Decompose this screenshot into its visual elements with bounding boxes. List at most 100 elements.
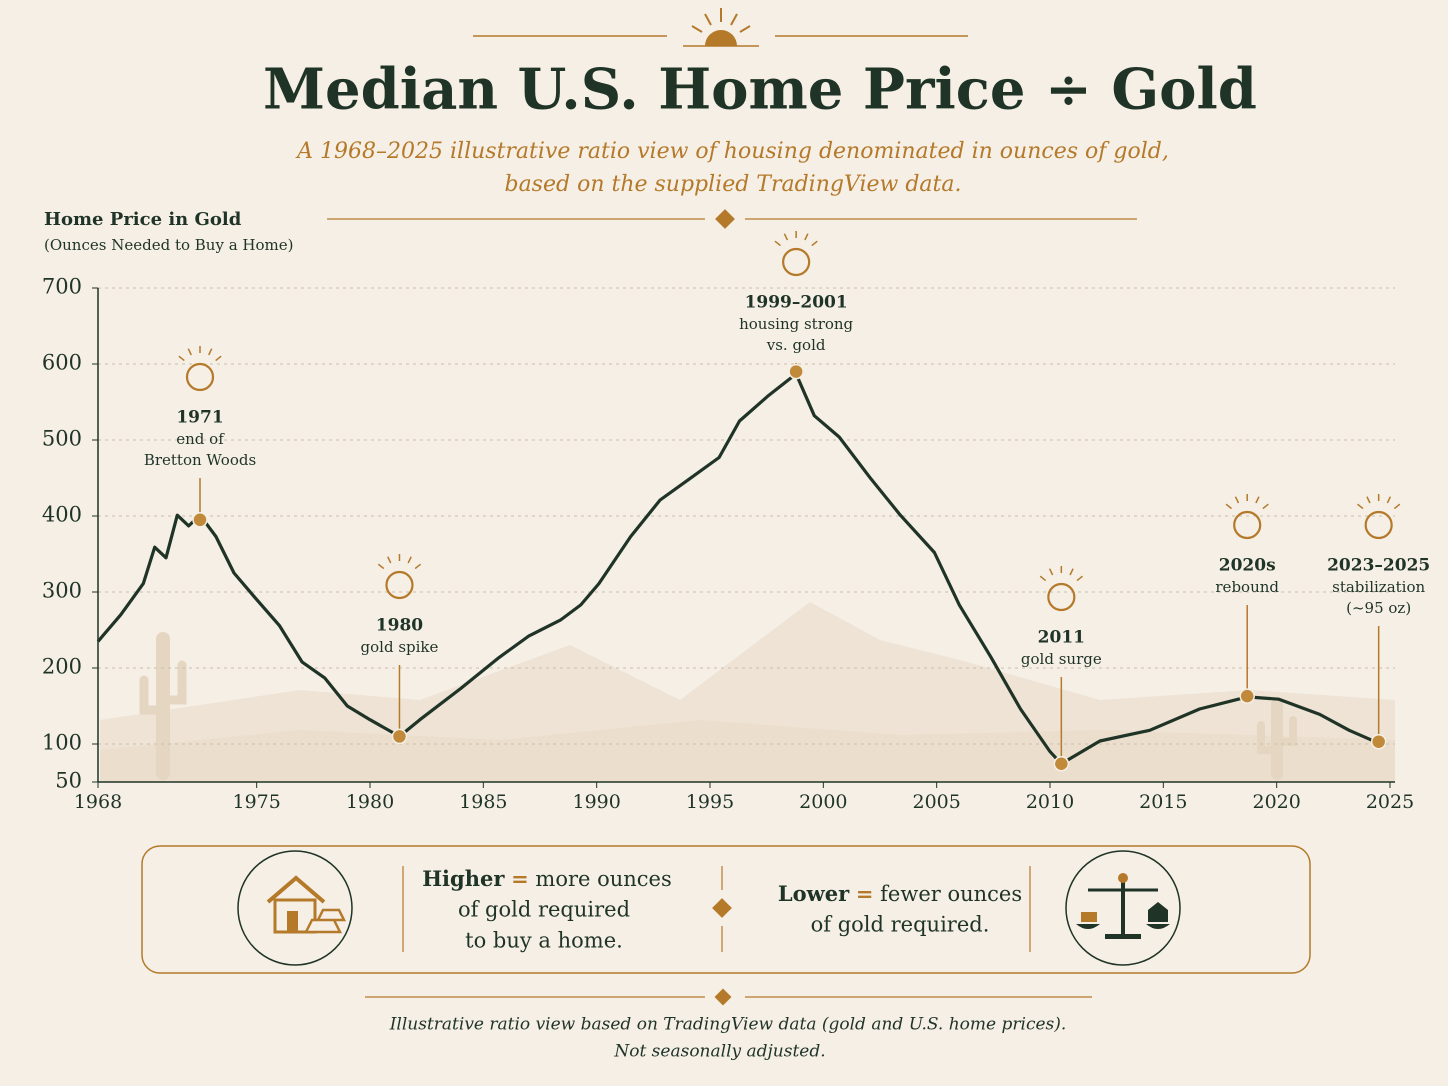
annotation-marker	[1239, 688, 1255, 704]
y-tick-label: 700	[42, 275, 82, 299]
annotation-text: vs. gold	[766, 336, 826, 354]
x-tick-label: 2005	[912, 791, 960, 813]
annotation-title: 1980	[376, 616, 423, 636]
icon-ray	[811, 240, 818, 247]
footer: Illustrative ratio view based on Trading…	[389, 1015, 1067, 1035]
y-axis-sublabel: (Ounces Needed to Buy a Home)	[44, 236, 293, 254]
annotation-text: rebound	[1215, 578, 1279, 596]
annotation-title: 1999–2001	[745, 293, 848, 313]
key-lower: Lower = fewer ounces	[778, 881, 1022, 906]
key-sign: =	[856, 881, 874, 906]
key-text: of gold required	[458, 898, 630, 922]
annotation-marker	[1370, 733, 1387, 750]
annotation: 2011 gold surge	[1021, 566, 1102, 772]
icon-ray	[1234, 496, 1240, 504]
x-tick-label: 1995	[686, 791, 734, 813]
subtitle: based on the supplied TradingView data.	[504, 172, 961, 197]
icon-ray	[1393, 503, 1401, 510]
annotation-marker	[192, 512, 208, 528]
icon-ray	[1076, 575, 1083, 582]
y-tick-label: 200	[42, 655, 82, 679]
backdrop	[100, 602, 1395, 782]
icon-ray	[215, 355, 222, 362]
x-tick-label: 2015	[1139, 791, 1187, 813]
icon-ray	[377, 563, 385, 570]
key-text: more ounces	[535, 867, 671, 891]
y-tick-label: 400	[42, 503, 82, 527]
icon	[1364, 510, 1393, 540]
annotation-text: end of	[176, 430, 225, 448]
y-tick-label: 300	[42, 579, 82, 603]
y-tick-label: 500	[42, 427, 82, 451]
key-term: Higher	[422, 866, 505, 891]
annotation: 1971 end of Bretton Woods	[144, 346, 256, 528]
annotation: 2020s rebound	[1215, 494, 1279, 704]
y-tick-label: 50	[55, 769, 82, 793]
icon-ray	[783, 233, 789, 241]
x-tick-label: 1990	[572, 791, 620, 813]
icon-ray	[1357, 503, 1364, 510]
key	[141, 845, 1311, 974]
x-tick-label: 1985	[459, 791, 507, 813]
icon-ray	[1366, 496, 1371, 504]
x-tick-label: 1968	[74, 791, 122, 813]
y-tick-label: 600	[42, 351, 82, 375]
x-tick-label: 2010	[1026, 791, 1074, 813]
annotation-text: gold surge	[1021, 650, 1102, 668]
icon	[185, 362, 215, 392]
annotation-text: gold spike	[361, 638, 439, 656]
icon	[782, 247, 811, 277]
x-tick-label: 2025	[1366, 791, 1414, 813]
x-tick-label: 2020	[1252, 791, 1300, 813]
key-text: of gold required.	[811, 913, 990, 937]
key-term: Lower	[778, 881, 850, 906]
annotation-text: Bretton Woods	[144, 451, 256, 469]
annotation-marker	[1053, 756, 1070, 772]
header-ornament	[473, 8, 968, 47]
x-tick-label: 2000	[799, 791, 847, 813]
key-sign: =	[511, 866, 529, 891]
icon-ray	[1255, 496, 1260, 504]
annotation-title: 2011	[1038, 628, 1085, 648]
annotation-title: 2023–2025	[1327, 556, 1430, 576]
y-axis-label: Home Price in Gold	[44, 209, 242, 230]
x-tick-label: 1980	[346, 791, 394, 813]
icon-ray	[1039, 575, 1047, 582]
icon-ray	[178, 355, 185, 362]
icon-ray	[774, 240, 781, 247]
icon-ray	[387, 556, 392, 564]
subtitle: A 1968–2025 illustrative ratio view of h…	[295, 139, 1169, 164]
footer: Not seasonally adjusted.	[613, 1042, 825, 1062]
x-tick-label: 1975	[232, 791, 280, 813]
annotation: 1980 gold spike	[361, 554, 439, 745]
icon-ray	[414, 563, 422, 570]
annotation-title: 1971	[176, 408, 223, 428]
annotation: 1999–2001 housing strong vs. gold	[739, 231, 854, 380]
icon-ray	[1048, 568, 1054, 576]
icon	[1047, 582, 1076, 612]
icon	[1233, 510, 1262, 540]
key-text: to buy a home.	[465, 929, 623, 953]
annotation-text: stabilization	[1332, 578, 1425, 596]
icon-ray	[208, 348, 213, 356]
annotation-marker	[788, 363, 804, 380]
icon-ray	[1262, 503, 1269, 510]
icon-ray	[804, 233, 809, 241]
annotation-title: 2020s	[1219, 556, 1276, 576]
annotation-marker	[391, 728, 408, 745]
icon-ray	[187, 348, 192, 356]
key-higher: Higher = more ounces	[422, 866, 672, 891]
y-tick-label: 100	[42, 731, 82, 755]
footer-divider	[365, 988, 1092, 1006]
annotation-text: housing strong	[739, 315, 853, 333]
chart-title: Median U.S. Home Price ÷ Gold	[263, 57, 1257, 123]
annotation: 2023–2025 stabilization (~95 oz)	[1327, 494, 1430, 750]
annotation-text: (~95 oz)	[1346, 599, 1411, 617]
icon-ray	[1069, 568, 1074, 576]
icon-ray	[1386, 496, 1392, 504]
icon-ray	[1225, 503, 1232, 510]
key-text: fewer ounces	[880, 882, 1022, 906]
icon	[385, 570, 414, 600]
icon-ray	[407, 556, 412, 564]
